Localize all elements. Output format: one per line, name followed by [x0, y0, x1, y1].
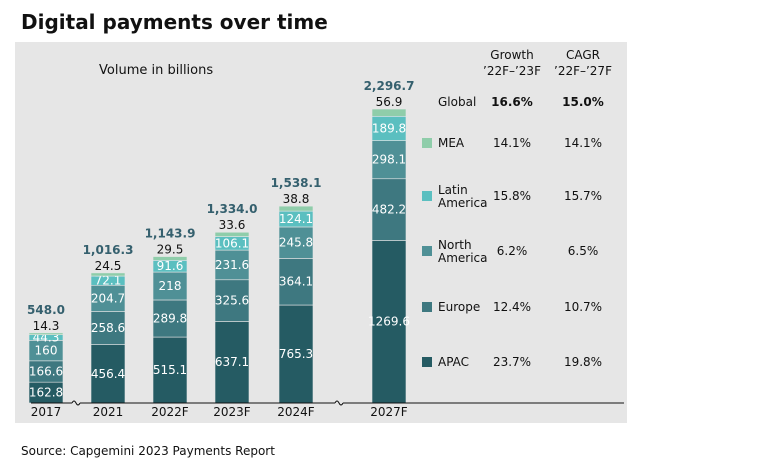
legend-growth-latin-america: 15.8% — [493, 189, 531, 203]
value-label-apac-2024F: 765.3 — [279, 347, 313, 361]
bar-apac-2023F — [214, 321, 250, 404]
value-label-north-america-2024F: 245.8 — [279, 236, 313, 250]
tick-label-2027F: 2027F — [370, 405, 408, 419]
legend-table: Growth ’22F–’23F CAGR ’22F–’27F Global 16.6% 1… — [422, 48, 612, 369]
tick-label-2017: 2017 — [31, 405, 62, 419]
legend-growth-north-america: 6.2% — [497, 244, 528, 258]
value-label-latin-america-2027F: 189.8 — [372, 121, 406, 135]
tick-label-2024F: 2024F — [277, 405, 315, 419]
legend-cagr-global: 15.0% — [562, 95, 604, 109]
value-label-north-america-2017: 160 — [35, 344, 58, 358]
legend-swatch-latin-america — [422, 191, 432, 201]
total-label-2017: 548.0 — [27, 303, 65, 317]
value-label-mea-2017: 14.3 — [33, 319, 60, 333]
value-label-europe-2017: 166.6 — [29, 364, 63, 378]
bars-layer: 162.8166.616044.314.3548.02017456.4258.6… — [27, 79, 414, 419]
value-label-mea-2024F: 38.8 — [283, 192, 310, 206]
bar-mea-2027F — [371, 108, 407, 117]
source-note: Source: Capgemini 2023 Payments Report — [21, 444, 275, 458]
tick-label-2022F: 2022F — [151, 405, 189, 419]
value-label-europe-2021: 258.6 — [91, 321, 125, 335]
bar-europe-2027F — [371, 178, 407, 241]
value-label-mea-2021: 24.5 — [95, 259, 122, 273]
legend-cagr-apac: 19.8% — [564, 355, 602, 369]
legend-cagr-mea: 14.1% — [564, 136, 602, 150]
bar-mea-2024F — [278, 205, 314, 212]
value-label-europe-2022F: 289.8 — [153, 312, 187, 326]
total-label-2024F: 1,538.1 — [271, 176, 322, 190]
bar-north-america-2022F — [152, 271, 188, 301]
value-label-europe-2023F: 325.6 — [215, 294, 249, 308]
value-label-mea-2027F: 56.9 — [376, 95, 403, 109]
legend-cagr-europe: 10.7% — [564, 300, 602, 314]
value-label-latin-america-2024F: 124.1 — [279, 212, 313, 226]
chart-title: Digital payments over time — [21, 10, 328, 34]
value-label-latin-america-2022F: 91.6 — [157, 259, 184, 273]
value-label-apac-2027F: 1269.6 — [368, 315, 410, 329]
chart-subtitle: Volume in billions — [99, 63, 213, 78]
bar-apac-2024F — [278, 304, 314, 404]
legend-label-latin-america: America — [438, 196, 488, 210]
legend-label-apac: APAC — [438, 355, 469, 369]
legend-swatch-europe — [422, 302, 432, 312]
value-label-apac-2022F: 515.1 — [153, 363, 187, 377]
bar-north-america-2027F — [371, 140, 407, 180]
legend-growth-apac: 23.7% — [493, 355, 531, 369]
bar-europe-2023F — [214, 279, 250, 322]
value-label-latin-america-2023F: 106.1 — [215, 236, 249, 250]
legend-cagr-latin-america: 15.7% — [564, 189, 602, 203]
bar-apac-2021 — [90, 344, 126, 404]
legend-header-cagr: ’22F–’27F — [554, 64, 612, 78]
total-label-2027F: 2,296.7 — [364, 79, 415, 93]
legend-swatch-north-america — [422, 246, 432, 256]
tick-label-2023F: 2023F — [213, 405, 251, 419]
value-label-apac-2023F: 637.1 — [215, 355, 249, 369]
bar-mea-2022F — [152, 256, 188, 261]
legend-label-latin-america: Latin — [438, 183, 468, 197]
total-label-2022F: 1,143.9 — [145, 227, 196, 241]
value-label-latin-america-2021: 72.1 — [95, 274, 122, 288]
bar-mea-2023F — [214, 231, 250, 237]
legend-header-growth: Growth — [490, 48, 533, 62]
legend-header-growth: ’22F–’23F — [483, 64, 541, 78]
value-label-mea-2023F: 33.6 — [219, 218, 246, 232]
legend-growth-mea: 14.1% — [493, 136, 531, 150]
bar-europe-2021 — [90, 311, 126, 345]
bar-mea-2021 — [90, 272, 126, 277]
legend-label-mea: MEA — [438, 136, 465, 150]
legend-label-north-america: North — [438, 238, 472, 252]
value-label-europe-2024F: 364.1 — [279, 275, 313, 289]
legend-header-cagr: CAGR — [566, 48, 600, 62]
bar-europe-2024F — [278, 258, 314, 306]
value-label-north-america-2021: 204.7 — [91, 291, 125, 305]
bar-north-america-2024F — [278, 226, 314, 259]
bar-apac-2027F — [371, 240, 407, 404]
value-label-apac-2017: 162.8 — [29, 386, 63, 400]
axis-break-1 — [71, 400, 81, 406]
total-label-2023F: 1,334.0 — [207, 202, 258, 216]
legend-label-north-america: America — [438, 251, 488, 265]
value-label-north-america-2022F: 218 — [159, 279, 182, 293]
legend-swatch-mea — [422, 138, 432, 148]
legend-label-europe: Europe — [438, 300, 480, 314]
legend-cagr-north-america: 6.5% — [568, 244, 599, 258]
total-label-2021: 1,016.3 — [83, 243, 134, 257]
value-label-north-america-2023F: 231.6 — [215, 258, 249, 272]
value-label-north-america-2027F: 298.1 — [372, 153, 406, 167]
legend-growth-global: 16.6% — [491, 95, 533, 109]
legend-growth-europe: 12.4% — [493, 300, 531, 314]
bar-mea-2017 — [28, 332, 64, 335]
legend-swatch-apac — [422, 357, 432, 367]
legend-label-global: Global — [438, 95, 476, 109]
axis-break-2 — [334, 400, 344, 406]
value-label-mea-2022F: 29.5 — [157, 243, 184, 257]
bar-europe-2022F — [152, 299, 188, 338]
x-axis — [31, 400, 624, 406]
tick-label-2021: 2021 — [93, 405, 124, 419]
bar-north-america-2021 — [90, 284, 126, 312]
bar-north-america-2023F — [214, 249, 250, 281]
value-label-apac-2021: 456.4 — [91, 367, 125, 381]
value-label-europe-2027F: 482.2 — [372, 203, 406, 217]
